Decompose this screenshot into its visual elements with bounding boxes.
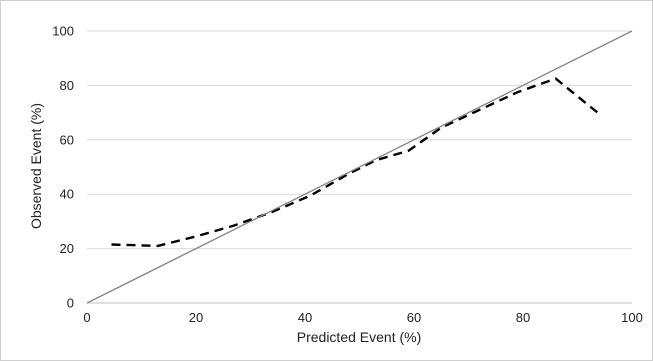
x-tick-label: 20 (189, 310, 203, 325)
y-tick-label: 60 (60, 132, 74, 147)
series-group (86, 30, 633, 304)
reference-line (86, 30, 633, 304)
tick-labels: 0 20 40 60 80 100 0 20 40 60 80 100 (52, 24, 643, 326)
y-tick-label: 0 (67, 296, 74, 311)
x-tick-label: 40 (298, 310, 312, 325)
y-axis-label: Observed Event (%) (28, 103, 44, 229)
y-tick-label: 20 (60, 241, 74, 256)
y-tick-label: 40 (60, 187, 74, 202)
gridlines (87, 30, 632, 250)
x-tick-label: 60 (407, 310, 421, 325)
y-tick-label: 100 (52, 24, 74, 39)
x-tick-label: 0 (83, 310, 90, 325)
calibration-curve (111, 77, 601, 248)
x-tick-label: 80 (516, 310, 530, 325)
x-axis-label: Predicted Event (%) (297, 329, 422, 345)
x-tick-label: 100 (621, 310, 643, 325)
y-tick-label: 80 (60, 78, 74, 93)
